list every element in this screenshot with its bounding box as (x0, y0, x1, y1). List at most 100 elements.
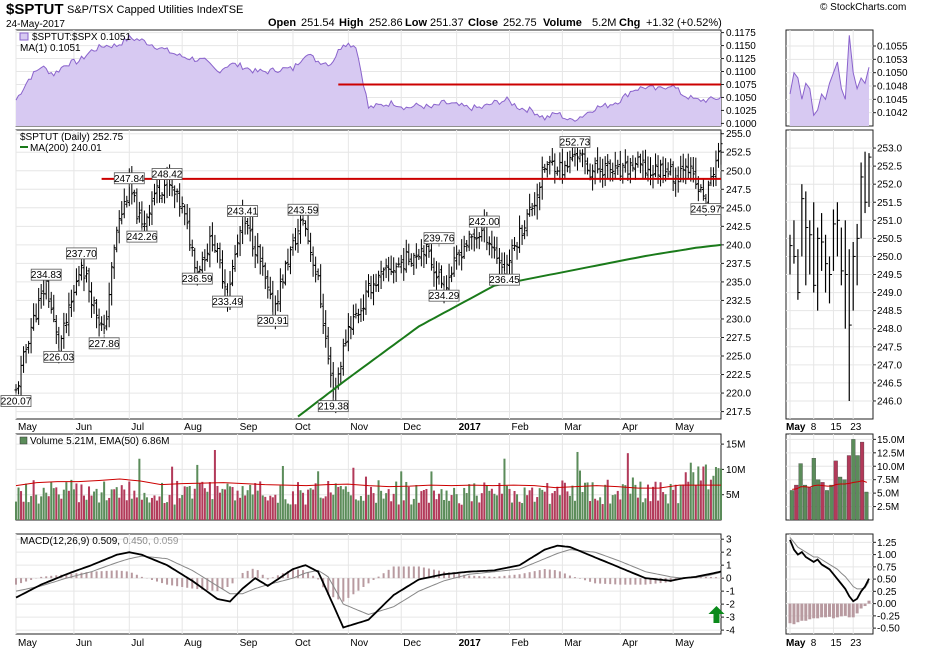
x-axis-month-label: Dec (403, 422, 421, 433)
axis-tick-label: 227.5 (726, 333, 751, 344)
price-annotation: 242.26 (126, 228, 158, 243)
rs-legend-ma: MA(1) 0.1051 (20, 43, 81, 54)
axis-tick-label: 222.5 (726, 370, 751, 381)
volume-bar (77, 502, 80, 520)
axis-tick-label: 0.1053 (877, 55, 908, 66)
price-bar (631, 155, 635, 172)
axis-tick-label: 250.5 (877, 234, 902, 245)
volume-bar (246, 490, 249, 520)
x-axis-month-label: Oct (295, 422, 311, 433)
macd-histogram-bar (609, 578, 612, 585)
inset-volume-bar (846, 455, 851, 521)
price-bar (173, 185, 177, 209)
axis-tick-label: 7.5M (877, 475, 899, 486)
macd-histogram-bar (251, 568, 254, 579)
chart-index-name: S&P/TSX Capped Utilities Index (67, 4, 224, 16)
inset-volume-bar (789, 490, 794, 521)
price-bar (152, 183, 157, 206)
axis-tick-label: 0 (726, 574, 732, 585)
volume-bar (120, 485, 123, 520)
volume-bar (319, 497, 322, 520)
volume-bar (679, 485, 682, 520)
close-value: 252.75 (503, 17, 537, 29)
inset-macd-histogram-bar (847, 603, 851, 618)
price-bar (178, 183, 182, 217)
x-axis-month-label: Jul (131, 638, 144, 649)
inset-macd-histogram-bar (812, 603, 816, 619)
inset-macd-histogram-bar (828, 603, 831, 617)
volume-bar (395, 481, 398, 520)
macd-histogram-bar (120, 570, 123, 579)
axis-tick-label: 246.0 (877, 396, 902, 407)
annotation-label: 237.70 (66, 249, 97, 260)
volume-bar (536, 497, 539, 520)
volume-bar (616, 490, 619, 520)
volume-bar (108, 497, 111, 520)
macd-histogram-bar (558, 571, 561, 579)
price-bar (97, 308, 101, 337)
macd-histogram-bar (291, 569, 294, 579)
volume-bar (25, 483, 28, 520)
macd-histogram-bar (533, 571, 536, 579)
inset-volume-bar (807, 487, 812, 521)
macd-histogram-bar (508, 575, 511, 579)
volume-bar (455, 494, 458, 520)
volume-bar (589, 501, 592, 520)
price-bar (543, 163, 547, 173)
volume-bar (521, 503, 524, 520)
price-bar (651, 164, 655, 189)
macd-histogram-bar (125, 571, 128, 579)
volume-bar (581, 492, 584, 520)
volume-bar (72, 489, 75, 520)
price-bar (371, 274, 376, 306)
volume-bar (163, 503, 166, 520)
volume-bar (299, 490, 302, 520)
price-bar (278, 268, 282, 313)
chg-label: Chg (619, 17, 640, 29)
rs-legend-ratio: $SPTUT:$SPX 0.1051 (32, 32, 131, 43)
volume-bar (478, 502, 481, 520)
inset-price-bar (868, 153, 872, 207)
inset-price-bar (797, 249, 801, 300)
inset-price-bar (860, 162, 864, 239)
macd-histogram-bar (261, 574, 264, 579)
annotation-box (690, 203, 722, 216)
volume-bar (546, 482, 549, 520)
volume-bar (498, 482, 501, 520)
price-bar (618, 150, 622, 182)
inset-volume-bar (820, 482, 825, 521)
price-bar (344, 329, 348, 347)
price-bar (135, 188, 139, 224)
volume-bar (513, 491, 516, 520)
volume-bar (689, 462, 692, 520)
volume-bar (405, 481, 408, 520)
macd-histogram-bar (538, 570, 541, 579)
inset-volume-bar (838, 476, 843, 521)
inset-volume-bar (816, 479, 821, 521)
volume-bar (654, 481, 657, 520)
macd-histogram-bar (206, 578, 209, 591)
inset-price-bar (789, 234, 793, 275)
volume-bar (191, 498, 194, 520)
price-bar (608, 159, 612, 182)
axis-tick-label: 220.0 (726, 389, 751, 400)
inset-volume-bar (855, 455, 860, 521)
inset-x-axis-label: 23 (850, 638, 862, 649)
price-annotation: 243.59 (287, 203, 319, 219)
price-bar (321, 293, 325, 334)
inset-volume-bar (798, 463, 803, 521)
macd-histogram-bar (246, 570, 249, 579)
volume-bar (553, 490, 556, 520)
price-bar (341, 338, 345, 376)
annotation-box (212, 295, 243, 308)
inset-price-bar (817, 227, 821, 311)
price-bar (565, 151, 570, 173)
price-bar (203, 249, 207, 271)
volume-bar (339, 485, 342, 520)
price-bar (535, 183, 539, 220)
low-label: Low (405, 17, 427, 29)
annotation-label: 242.26 (127, 232, 158, 243)
volume-bar (266, 500, 269, 520)
volume-bar (188, 486, 191, 520)
volume-bar (158, 496, 161, 520)
